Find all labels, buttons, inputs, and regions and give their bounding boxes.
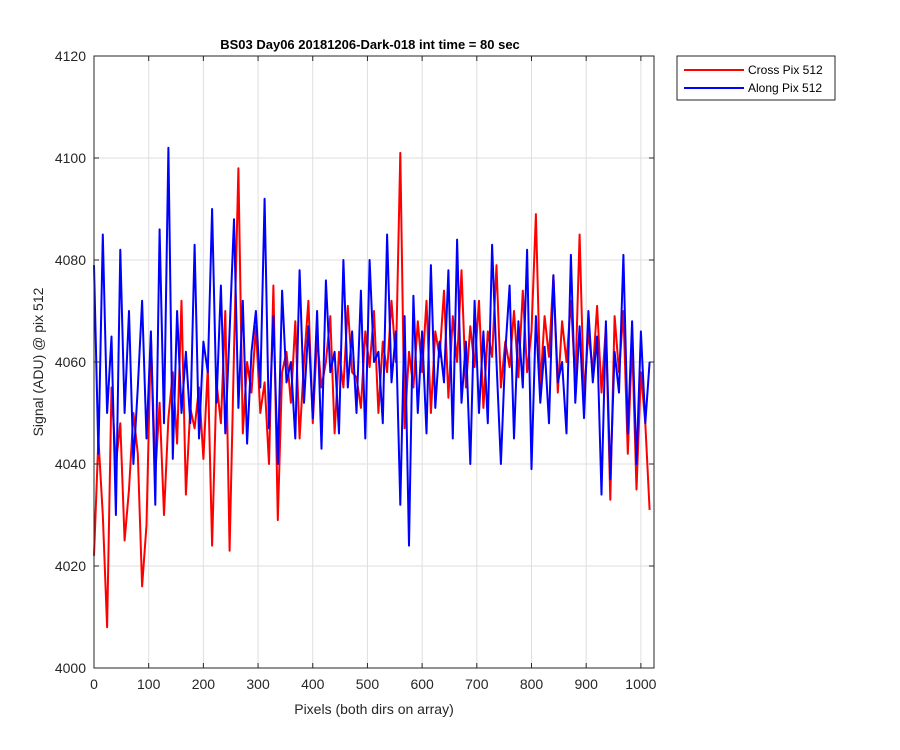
y-axis-title: Signal (ADU) @ pix 512 (30, 287, 46, 436)
x-tick-label: 200 (192, 676, 216, 692)
y-tick-label: 4100 (55, 150, 86, 166)
x-tick-label: 300 (246, 676, 270, 692)
x-axis-title: Pixels (both dirs on array) (294, 701, 454, 717)
series-line-along (93, 146, 651, 547)
y-tick-label: 4020 (55, 558, 86, 574)
legend[interactable]: Cross Pix 512 Along Pix 512 (676, 55, 836, 101)
x-ticks (93, 56, 642, 668)
y-tick-label: 4080 (55, 252, 86, 268)
x-tick-label: 500 (356, 676, 380, 692)
chart-title: BS03 Day06 20181206-Dark-018 int time = … (220, 37, 520, 52)
x-tick-label: 800 (520, 676, 544, 692)
x-tick-label: 700 (465, 676, 489, 692)
plot-area (93, 55, 655, 669)
x-tick-label: 0 (90, 676, 98, 692)
y-tick-label: 4000 (55, 660, 86, 676)
y-ticks (94, 55, 654, 669)
x-tick-label: 400 (301, 676, 325, 692)
legend-label-cross: Cross Pix 512 (748, 63, 823, 77)
x-tick-label: 100 (137, 676, 161, 692)
x-tick-label: 1000 (625, 676, 656, 692)
legend-box (676, 55, 836, 101)
x-tick-label: 900 (575, 676, 599, 692)
y-tick-label: 4120 (55, 48, 86, 64)
series-layer (93, 146, 651, 629)
y-tick-labels: 4000 4020 4040 4060 4080 4100 4120 (55, 48, 86, 676)
x-tick-labels: 0 100 200 300 400 500 600 700 800 900 1000 (90, 676, 657, 692)
y-tick-label: 4040 (55, 456, 86, 472)
legend-label-along: Along Pix 512 (748, 81, 822, 95)
y-tick-label: 4060 (55, 354, 86, 370)
x-tick-label: 600 (410, 676, 434, 692)
